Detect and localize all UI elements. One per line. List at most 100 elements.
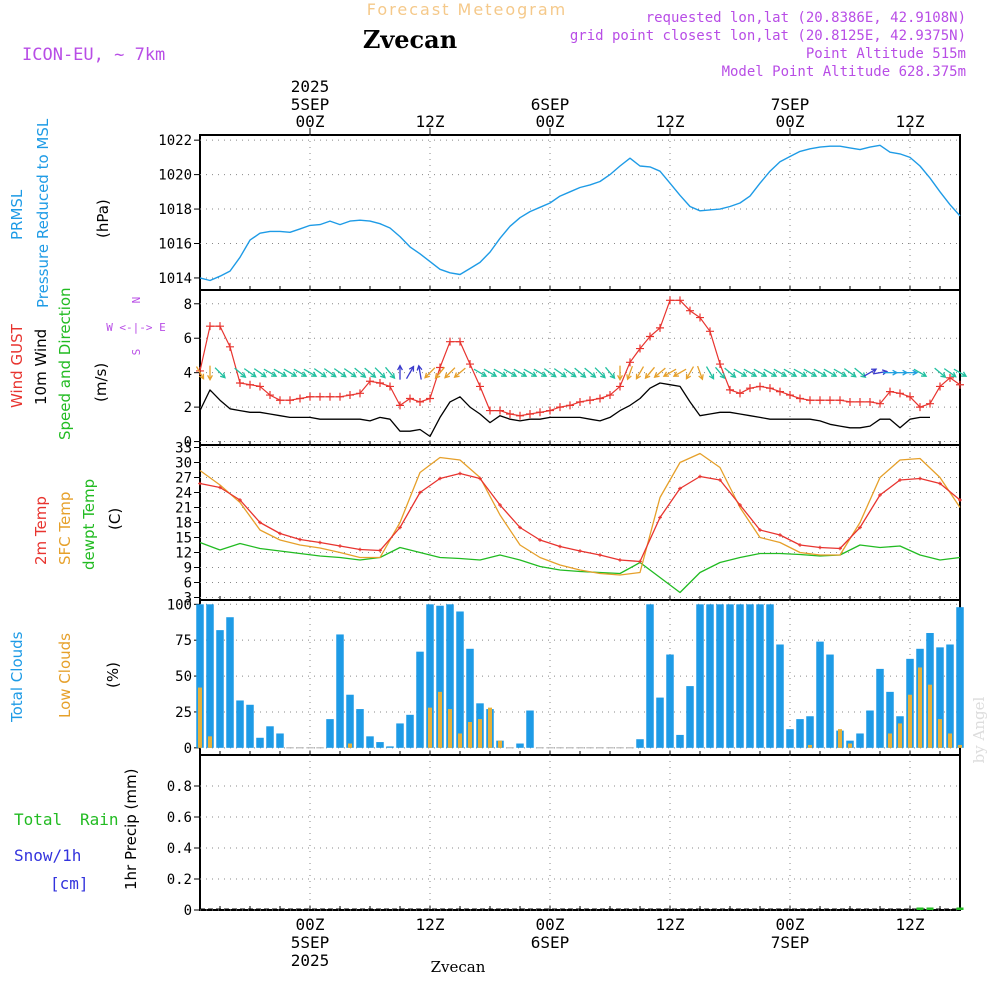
top-hour-label: 12Z [416, 112, 445, 131]
low-cloud-bar [948, 733, 952, 748]
wind-direction-arrow [263, 368, 278, 377]
y-tick-label: 6 [184, 576, 192, 592]
snow-unit-label: [cm] [50, 874, 89, 893]
wind-arrow-shaft [343, 368, 357, 378]
y-tick-label: 0 [184, 903, 192, 919]
wind-direction-arrow [662, 368, 677, 377]
total-cloud-bar [326, 719, 334, 748]
total-cloud-bar [856, 733, 864, 748]
wind-arrow-head [761, 371, 768, 377]
wind-direction-arrow [574, 367, 587, 379]
total-cloud-bar [766, 604, 774, 748]
temp-2m-marker [458, 471, 462, 476]
gust-marker [346, 391, 354, 400]
total-cloud-bar [236, 700, 244, 748]
wind-arrow-head [219, 372, 226, 379]
gust-marker [576, 397, 584, 406]
wind-direction-arrow [803, 368, 818, 377]
total-cloud-bar [826, 654, 834, 748]
wind-arrow-head [320, 371, 327, 378]
temp-2m-marker [638, 559, 642, 564]
top-date-label: 5SEP [291, 95, 330, 114]
y-tick-label: 0 [184, 741, 192, 757]
model-altitude: Model Point Altitude 628.375m [722, 64, 966, 80]
total-cloud-bar [246, 704, 254, 748]
wind-direction-arrow [374, 367, 386, 379]
low-cloud-bar [348, 743, 352, 748]
wind-arrow-head [481, 371, 488, 377]
bottom-year-label: 2025 [291, 951, 330, 970]
wind-arrow-head [950, 371, 957, 378]
gust-marker [866, 397, 874, 406]
snow-label: Snow/1h [14, 846, 81, 865]
wind-direction-arrow [672, 368, 687, 377]
wind-direction-arrow [243, 368, 257, 378]
wind-direction-arrow [483, 368, 498, 377]
wind-direction-arrow [543, 368, 557, 378]
wind-arrow-head [330, 371, 337, 378]
gust-marker [376, 379, 384, 387]
wind-arrow-shaft [863, 368, 877, 377]
temp-2m-marker [598, 553, 602, 557]
wind-arrow-shaft [293, 368, 307, 377]
wind-direction-arrow [293, 368, 308, 377]
gust-marker [496, 406, 504, 415]
wind-arrow-head [871, 368, 878, 374]
low-cloud-bar [198, 687, 202, 748]
wind-arrow-shaft [584, 367, 596, 378]
pressure-unit: (hPa) [94, 199, 112, 238]
wind-arrow-shaft [594, 367, 606, 379]
temp-2m-marker [218, 485, 222, 490]
wind-arrow-shaft [635, 366, 645, 380]
gust-marker [586, 396, 594, 405]
total-cloud-bar [646, 604, 654, 748]
total-cloud-bar [886, 691, 894, 748]
wind-direction-arrow [513, 368, 528, 377]
wind-arrow-head [653, 372, 660, 379]
total-cloud-bar [676, 734, 684, 748]
wind-direction-arrow [743, 368, 758, 377]
wind-arrow-head [617, 374, 623, 382]
total-cloud-bar [516, 743, 524, 748]
low-cloud-bar [888, 733, 892, 748]
total-cloud-bar [456, 611, 464, 748]
wind-arrow-head [771, 371, 778, 377]
temp-2m-marker [318, 540, 322, 545]
wind-arrow-shaft [354, 367, 366, 378]
model-label: ICON-EU, ~ 7km [22, 45, 165, 65]
wind-arrow-head [672, 371, 679, 377]
wind-direction-arrow [813, 368, 828, 377]
compass-south: S [130, 349, 143, 356]
gust-marker [206, 322, 214, 331]
sfc-temp-line [199, 452, 961, 576]
wind-arrow-shaft [418, 365, 422, 380]
wind-direction-arrow [584, 367, 597, 379]
top-hour-label: 12Z [656, 112, 685, 131]
wind-arrow-head [881, 369, 889, 376]
total-cloud-bar [726, 604, 734, 748]
wind-direction-arrow [323, 368, 337, 378]
wind-arrow-shaft [323, 368, 337, 378]
wind-arrow-head [240, 372, 247, 379]
wind-arrow-shaft [705, 366, 715, 380]
wind-arrow-head [560, 371, 567, 378]
gust-marker [706, 327, 714, 336]
gust-marker [686, 306, 694, 315]
wind-direction-arrow [313, 368, 327, 378]
low-cloud-bar [498, 740, 502, 748]
gust-marker [776, 387, 784, 396]
wind-panel: 0 2 4 6 8 [184, 289, 968, 451]
total-cloud-bar [756, 604, 764, 748]
wind-speed-direction-label: Speed and Direction [56, 287, 74, 440]
total-clouds-label: Total Clouds [8, 631, 26, 723]
gust-marker [386, 382, 394, 391]
wind-arrow-head [550, 371, 557, 378]
wind-arrow-shaft [783, 368, 797, 377]
wind-arrow-head [850, 371, 857, 378]
gust-marker [876, 399, 884, 408]
requested-coords: requested lon,lat (20.8386E, 42.9108N) [646, 10, 966, 26]
low-cloud-bar [898, 723, 902, 748]
gust-marker [616, 382, 624, 391]
wind-direction-arrow [733, 368, 748, 377]
wind-direction-arrow [783, 368, 798, 377]
